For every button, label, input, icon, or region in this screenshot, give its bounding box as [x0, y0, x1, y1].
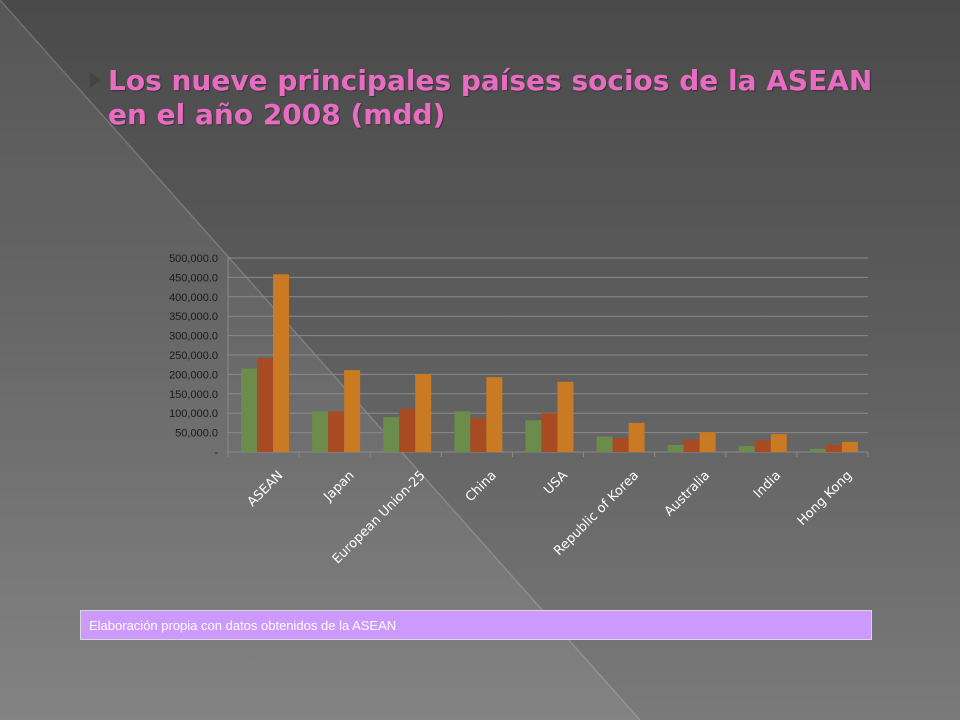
bar-european-union-25-s3: [415, 374, 432, 452]
x-tick-label: ASEAN: [245, 468, 287, 510]
y-tick-label: 450,000.0: [169, 272, 218, 284]
bar-hong-kong-s1: [809, 448, 826, 452]
bar-asean-s2: [257, 358, 273, 452]
y-tick-label: 150,000.0: [169, 389, 218, 401]
title-bullet-icon: [90, 72, 101, 88]
bar-china-s2: [470, 418, 487, 452]
bar-china-s3: [486, 377, 503, 452]
bar-india-s2: [754, 440, 771, 452]
bar-republic-of-korea-s1: [596, 436, 613, 452]
bar-australia-s2: [683, 439, 700, 452]
background-diagonal-line: [0, 0, 640, 720]
source-note-box: Elaboración propia con datos obtenidos d…: [80, 610, 872, 640]
y-tick-label: 200,000.0: [169, 369, 218, 381]
y-tick-label: 100,000.0: [169, 408, 218, 420]
bar-usa-s2: [541, 413, 558, 452]
bar-republic-of-korea-s2: [612, 438, 629, 452]
bar-japan-s3: [344, 370, 361, 452]
y-tick-label: 50,000.0: [175, 428, 218, 440]
bar-usa-s3: [557, 381, 574, 452]
y-tick-label: 250,000.0: [169, 350, 218, 362]
y-tick-label: 300,000.0: [169, 331, 218, 343]
bar-india-s1: [738, 446, 755, 452]
y-tick-label: 350,000.0: [169, 311, 218, 323]
x-tick-label: USA: [541, 468, 571, 498]
bar-european-union-25-s2: [399, 408, 416, 452]
bar-hong-kong-s2: [825, 445, 842, 452]
x-tick-label: Hong Kong: [795, 468, 856, 529]
y-tick-label: 500,000.0: [169, 253, 218, 265]
y-tick-labels: - 50,000.0 100,000.0 150,000.0 200,000.0 250,…: [169, 253, 218, 459]
bar-republic-of-korea-s3: [628, 422, 645, 452]
y-tick-label: 400,000.0: [169, 292, 218, 304]
x-tick-label: Australia: [662, 468, 713, 519]
bar-european-union-25-s1: [383, 417, 400, 452]
x-tick-label: India: [751, 468, 784, 501]
bar-asean-s1: [241, 368, 257, 452]
source-note: Elaboración propia con datos obtenidos d…: [89, 617, 397, 633]
bar-india-s3: [770, 434, 787, 452]
bar-usa-s1: [525, 420, 542, 452]
bar-australia-s3: [699, 432, 716, 452]
bars: [241, 274, 858, 452]
y-tick-label: -: [214, 447, 218, 459]
bar-japan-s1: [312, 411, 329, 452]
bar-asean-s3: [273, 274, 289, 452]
x-tick-label: China: [463, 468, 500, 505]
bar-australia-s1: [667, 445, 684, 452]
x-tick-label: Japan: [321, 468, 358, 505]
background-light-wedge: [0, 0, 640, 720]
bar-china-s1: [454, 411, 471, 452]
bar-hong-kong-s3: [841, 441, 858, 452]
bar-japan-s2: [328, 411, 345, 452]
slide-title: Los nueve principales países socios de l…: [108, 64, 873, 131]
